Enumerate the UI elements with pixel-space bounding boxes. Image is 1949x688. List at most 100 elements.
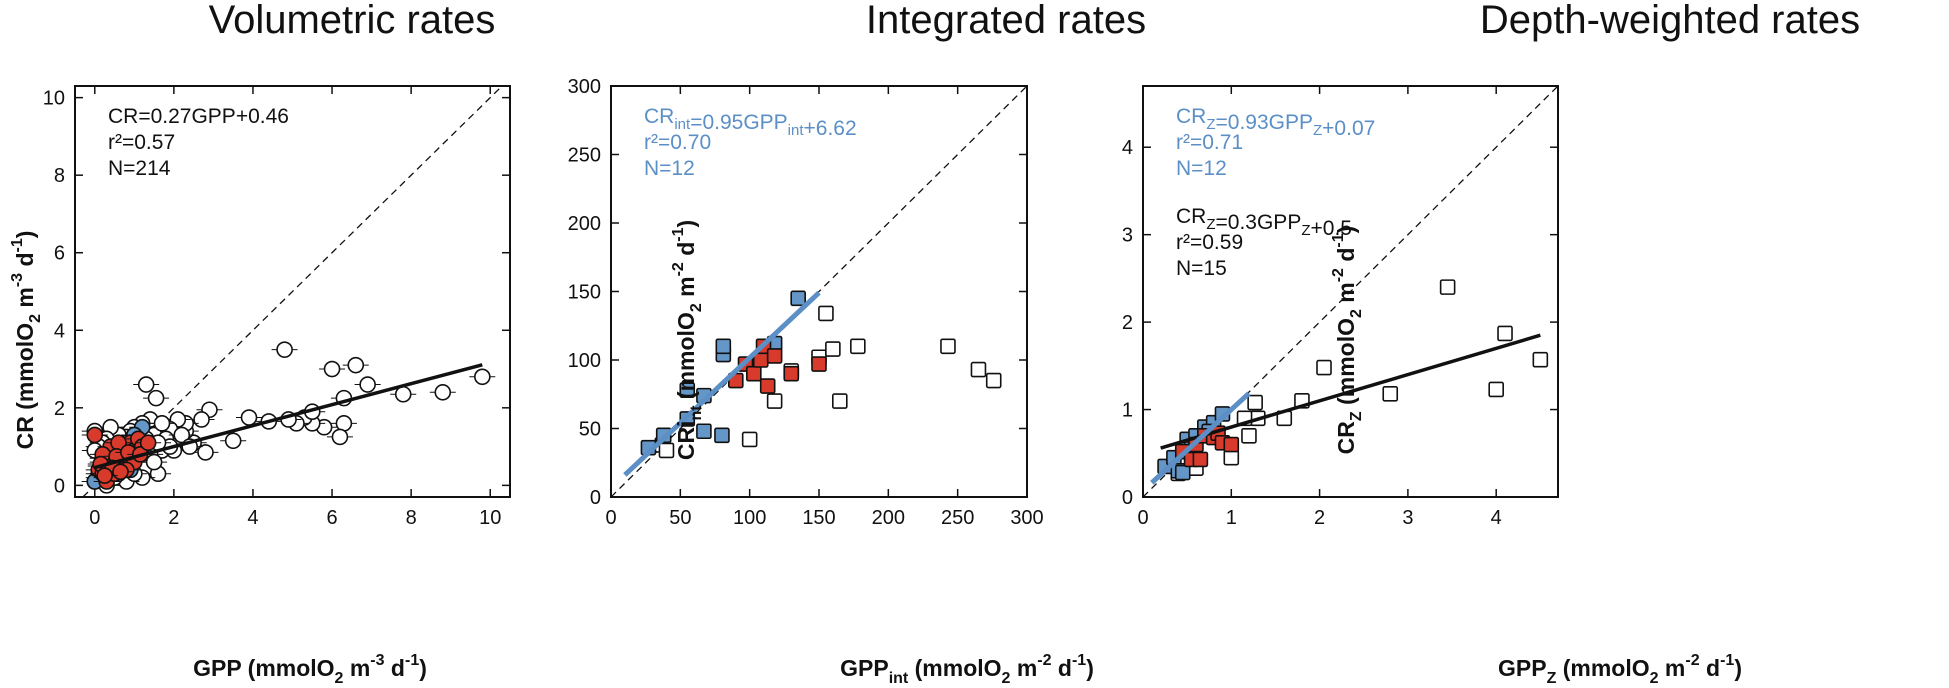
data-point [766, 348, 783, 364]
x-tick-label: 0 [605, 507, 616, 529]
panel-volumetric: Volumetric rates 0 2 4 6 8 10 0 2 4 6 8 10 CR=0.27GP… [9, 0, 511, 687]
data-point [335, 415, 353, 432]
data-point [741, 431, 758, 448]
data-point [193, 411, 210, 428]
y-tick-label: 0 [590, 487, 601, 509]
y-tick-label: 1 [1122, 400, 1133, 422]
plot-frame [74, 85, 511, 498]
x-tick-label: 100 [733, 507, 766, 529]
y-tick-label: 10 [43, 88, 65, 110]
data-point [240, 409, 258, 426]
regression-line [623, 290, 821, 477]
data-point [1241, 427, 1257, 444]
data-point [1497, 325, 1513, 342]
y-tick-label: 2 [54, 398, 65, 420]
data-point [831, 393, 848, 409]
y-tick-label: 200 [568, 213, 601, 235]
x-tick-label: 6 [326, 507, 337, 529]
data-point [696, 423, 712, 440]
fit-annotation: r²=0.59 [1176, 231, 1243, 254]
x-tick-label: 1 [1226, 507, 1237, 529]
regression-line [1150, 391, 1251, 485]
data-point [940, 338, 956, 355]
ylabel-depth-weighted: CRZ (mmolO2 m-2 d-1) [1330, 226, 1365, 455]
fit-annotation: CRZ=0.3GPPZ+0.5 [1176, 205, 1352, 240]
x-tick-label: 8 [406, 507, 417, 529]
data-point [137, 376, 155, 393]
data-point [1223, 436, 1240, 453]
data-point [1192, 451, 1209, 468]
x-tick-label: 3 [1402, 507, 1413, 529]
data-point [331, 428, 349, 446]
y-tick-label: 300 [568, 76, 601, 98]
data-point [1382, 386, 1399, 402]
y-tick-label: 6 [54, 243, 65, 265]
xlabel-volumetric: GPP (mmolO2 m-3 d-1) [193, 652, 427, 687]
data-point [96, 467, 113, 484]
fit-annotation: r²=0.57 [108, 131, 175, 154]
one-to-one-line [611, 86, 1027, 497]
data-point [818, 305, 834, 322]
data-point [112, 463, 129, 481]
data-point [783, 365, 800, 382]
y-tick-label: 50 [579, 419, 601, 441]
data-point [811, 356, 827, 372]
data-point [474, 368, 491, 386]
regression-line [1160, 333, 1541, 450]
data-point [715, 338, 732, 355]
data-point [790, 290, 807, 307]
data-point [145, 453, 163, 471]
fit-annotation: N=214 [108, 157, 171, 180]
y-tick-label: 0 [1122, 487, 1133, 509]
data-point [759, 378, 776, 394]
x-tick-label: 50 [669, 507, 691, 529]
fit-annotation: N=15 [1176, 257, 1227, 280]
panel-integrated: Integrated rates 0 50 100 150 200 250 30005010… [568, 0, 1146, 687]
data-point [1439, 279, 1456, 295]
data-point [1223, 449, 1240, 466]
x-tick-label: 300 [1010, 507, 1043, 529]
data-point [86, 426, 104, 444]
x-tick-label: 4 [1491, 507, 1502, 529]
data-point [1488, 381, 1504, 398]
y-tick-label: 100 [568, 350, 601, 372]
data-point [359, 376, 376, 393]
fit-annotation: N=12 [1176, 157, 1227, 180]
xlabel-depth-weighted: GPPZ (mmolO2 m-2 d-1) [1498, 652, 1742, 687]
data-point [139, 434, 157, 452]
data-point [985, 372, 1002, 389]
xlabel-integrated: GPPint (mmolO2 m-2 d-1) [840, 652, 1094, 687]
data-point [224, 432, 242, 450]
x-tick-label: 2 [168, 507, 179, 529]
x-tick-label: 150 [802, 507, 835, 529]
fit-annotation: r²=0.70 [644, 131, 711, 154]
data-point [394, 385, 412, 403]
plot-integrated: 0 50 100 150 200 250 300 0 50 100 150 200 250 300 CRin… [568, 76, 1044, 529]
plot-frame [1142, 85, 1559, 498]
data-point [276, 341, 293, 358]
data-point [347, 356, 365, 374]
x-tick-label: 4 [247, 507, 258, 529]
data-point [679, 382, 696, 398]
title-integrated: Integrated rates [866, 0, 1146, 42]
data-point [1316, 359, 1332, 376]
ylabel-volumetric: CR (mmolO2 m-3 d-1) [9, 231, 44, 450]
data-point [970, 361, 987, 378]
data-point [825, 341, 841, 357]
data-point [173, 426, 191, 444]
y-tick-label: 250 [568, 145, 601, 167]
data-point [147, 389, 165, 407]
y-tick-label: 4 [54, 320, 65, 342]
fit-annotation: CR=0.27GPP+0.46 [108, 105, 289, 128]
panel-depth-weighted: Depth-weighted rates 0 1 2 3 4 0 1 2 3 4 CRZ=0.93G… [1122, 0, 1860, 687]
data-point [197, 444, 214, 461]
x-tick-label: 250 [941, 507, 974, 529]
fit-annotation: N=12 [644, 157, 695, 180]
data-point [766, 393, 783, 409]
x-tick-label: 10 [479, 507, 501, 529]
regression-line [94, 363, 483, 470]
plot-volumetric: 0 2 4 6 8 10 0 2 4 6 8 10 CR=0.27GPP+0.46 r²=0.57 N=21… [43, 85, 511, 529]
data-point [1532, 351, 1549, 368]
y-tick-label: 150 [568, 282, 601, 304]
